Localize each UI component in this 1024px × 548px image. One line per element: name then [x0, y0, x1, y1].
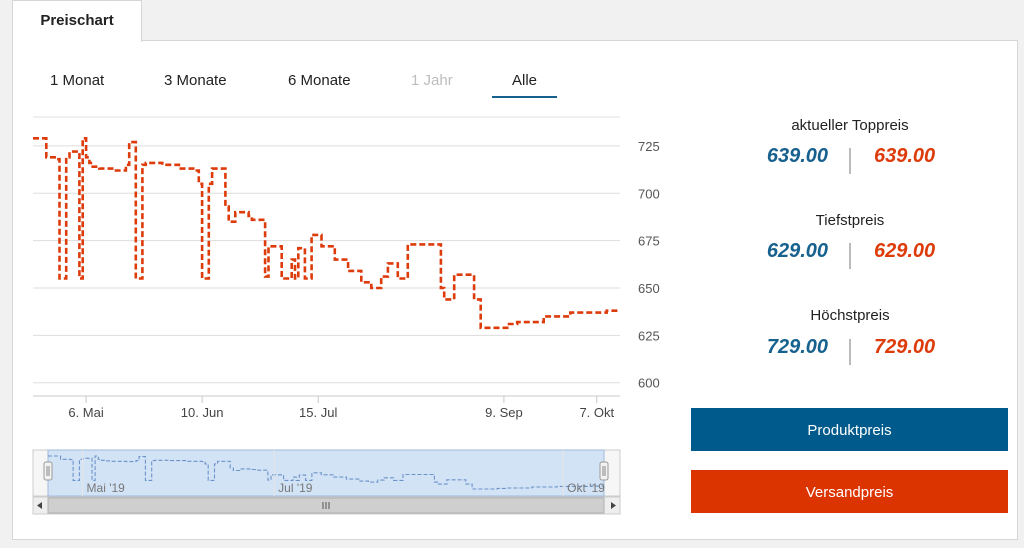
- current-product-price: 639.00: [766, 145, 828, 167]
- navigator-label: Mai '19: [87, 481, 126, 495]
- x-tick-label: 9. Sep: [485, 405, 523, 420]
- highest-price-title: Höchstpreis: [810, 307, 890, 324]
- highest-shipping-price: 729.00: [874, 336, 936, 358]
- triangle-left-icon[interactable]: [37, 502, 42, 509]
- grip-icon: [322, 502, 330, 509]
- triangle-right-icon[interactable]: [611, 502, 616, 509]
- range-3-monate[interactable]: 3 Monate: [164, 72, 227, 89]
- divider: [849, 339, 851, 365]
- range-1-monat[interactable]: 1 Monat: [50, 72, 105, 89]
- y-tick-label: 600: [638, 376, 660, 391]
- lowest-price-row: 629.00 629.00: [700, 240, 1000, 270]
- y-tick-label: 625: [638, 328, 660, 343]
- navigator-line: [48, 455, 604, 490]
- range-6-monate[interactable]: 6 Monate: [288, 72, 351, 89]
- y-tick-label: 725: [638, 139, 660, 154]
- chart-navigator[interactable]: Mai '19 Jul '19 Okt '19: [32, 449, 621, 497]
- y-tick-label: 675: [638, 234, 660, 249]
- divider: [849, 243, 851, 269]
- x-tick-label: 10. Jun: [181, 405, 224, 420]
- lowest-price-title: Tiefstpreis: [815, 212, 885, 229]
- navigator-label: Okt '19: [567, 481, 605, 495]
- x-tick-label: 7. Okt: [579, 405, 614, 420]
- highest-price-row: 729.00 729.00: [700, 336, 1000, 366]
- tab-preischart[interactable]: Preischart: [12, 0, 142, 42]
- divider: [849, 148, 851, 174]
- lowest-product-price: 629.00: [766, 240, 828, 262]
- navigator-scrollbar[interactable]: [32, 496, 621, 515]
- shipping-price-button[interactable]: Versandpreis: [691, 470, 1008, 513]
- navigator-selection[interactable]: [47, 449, 605, 497]
- highest-product-price: 729.00: [766, 336, 828, 358]
- lowest-shipping-price: 629.00: [874, 240, 936, 262]
- range-alle[interactable]: Alle: [491, 72, 558, 98]
- price-series-line: [33, 137, 620, 330]
- current-price-row: 639.00 639.00: [700, 145, 1000, 175]
- range-1-jahr: 1 Jahr: [411, 72, 453, 89]
- navigator-label: Jul '19: [278, 481, 313, 495]
- navigator-labels: Mai '19 Jul '19 Okt '19: [82, 450, 605, 496]
- current-price-title: aktueller Toppreis: [791, 117, 909, 134]
- y-tick-label: 650: [638, 281, 660, 296]
- drag-handle-icon[interactable]: [599, 461, 609, 481]
- y-tick-label: 700: [638, 186, 660, 201]
- x-tick-label: 15. Jul: [299, 405, 337, 420]
- drag-handle-icon[interactable]: [43, 461, 53, 481]
- x-tick-label: 6. Mai: [68, 405, 104, 420]
- y-axis: 600 625 650 675 700 725: [638, 139, 660, 391]
- grid-lines: [33, 116, 620, 384]
- product-price-button[interactable]: Produktpreis: [691, 408, 1008, 451]
- x-axis: 6. Mai 10. Jun 15. Jul 9. Sep 7. Okt: [33, 395, 620, 420]
- current-shipping-price: 639.00: [874, 145, 936, 167]
